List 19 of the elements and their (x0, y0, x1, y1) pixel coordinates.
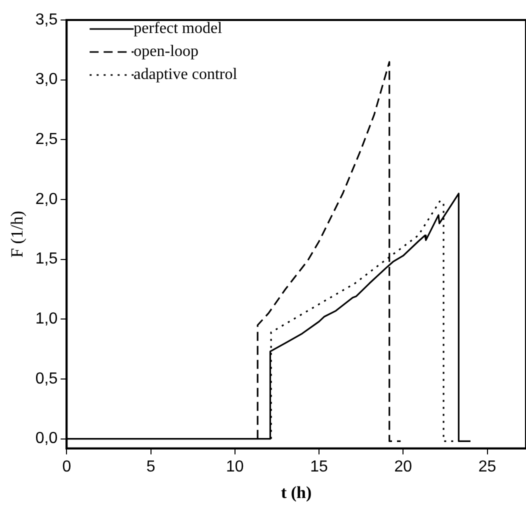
y-tick-label: 0,5 (35, 370, 58, 388)
y-tick-label: 2,0 (35, 190, 58, 208)
y-tick-label: 1,0 (35, 310, 58, 328)
legend-label: open-loop (134, 43, 199, 60)
y-tick-label: 0,0 (35, 430, 58, 448)
y-tick-label: 3,0 (35, 71, 58, 88)
y-tick-label: 1,5 (35, 250, 58, 268)
x-tick-label: 15 (310, 458, 328, 476)
x-tick-label: 20 (394, 458, 412, 476)
y-tick-label: 3,5 (35, 11, 58, 28)
x-tick-label: 25 (478, 458, 496, 476)
x-axis-title: t (h) (280, 483, 312, 502)
legend-label: perfect model (134, 20, 223, 38)
y-axis-title: F (1/h) (8, 210, 27, 258)
legend-label: adaptive control (134, 66, 238, 84)
x-tick-label: 10 (226, 458, 244, 476)
x-tick-label: 0 (62, 458, 72, 476)
y-tick-label: 2,5 (35, 131, 58, 148)
x-tick-label: 5 (146, 458, 156, 476)
